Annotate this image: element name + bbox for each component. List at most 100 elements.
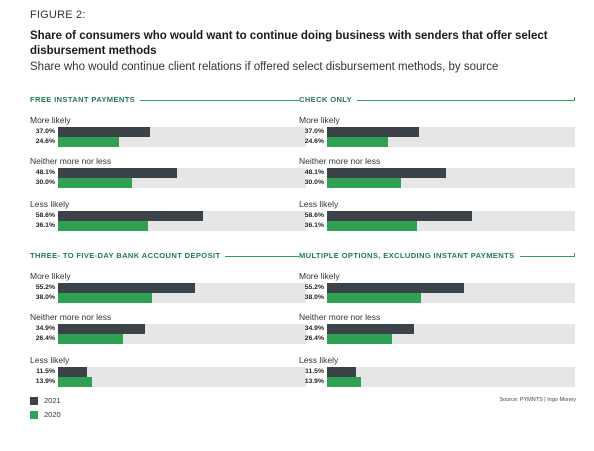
panel-title-rule [520, 256, 575, 257]
value-label-2020: 30.0% [304, 179, 324, 186]
bar-track [58, 127, 306, 137]
category-label: Less likely [30, 355, 70, 365]
category-label: More likely [30, 271, 71, 281]
bar-2021-less-likely [58, 367, 87, 377]
bar-track [327, 178, 575, 188]
category-label: Less likely [30, 199, 70, 209]
bar-2020-neither-more-nor-less [327, 178, 402, 188]
panel-title-rule [140, 100, 306, 101]
figure-label: FIGURE 2: [30, 9, 86, 21]
bar-2021-less-likely [327, 367, 356, 377]
bar-track [58, 283, 306, 293]
bar-track [327, 293, 575, 303]
value-label-2021: 34.9% [35, 325, 55, 332]
legend-label-2021: 2021 [44, 396, 61, 405]
value-label-2021: 48.1% [35, 169, 55, 176]
category-label: Neither more nor less [299, 312, 381, 322]
value-label-2020: 24.6% [304, 138, 324, 145]
bar-track [327, 211, 575, 221]
value-label-2021: 37.0% [304, 128, 324, 135]
bar-track [58, 211, 306, 221]
value-label-2020: 24.6% [35, 138, 55, 145]
bar-track [327, 283, 575, 293]
bar-track [58, 367, 306, 377]
chart-subtitle: Share who would continue client relation… [30, 61, 499, 73]
category-label: Neither more nor less [299, 156, 381, 166]
bar-track [327, 324, 575, 334]
category-label: Neither more nor less [30, 312, 112, 322]
bar-2020-neither-more-nor-less [327, 334, 393, 344]
value-label-2021: 11.5% [305, 368, 324, 375]
bar-track [327, 137, 575, 147]
bar-2021-less-likely [327, 211, 473, 221]
value-label-2021: 34.9% [304, 325, 324, 332]
chart-panel-check-only: CHECK ONLY More likely 37.0% 24.6% Neither m… [299, 95, 575, 235]
value-label-2020: 13.9% [304, 378, 324, 385]
bar-2020-more-likely [58, 293, 153, 303]
legend-label-2020: 2020 [44, 410, 61, 419]
bar-track [327, 334, 575, 344]
bar-2021-neither-more-nor-less [58, 168, 178, 178]
panel-title: THREE- TO FIVE-DAY BANK ACCOUNT DEPOSIT [30, 251, 224, 260]
bar-track [58, 377, 306, 387]
category-label: More likely [299, 115, 340, 125]
bar-2021-more-likely [58, 283, 195, 293]
value-label-2021: 37.0% [35, 128, 55, 135]
category-label: More likely [30, 115, 71, 125]
bar-track [327, 377, 575, 387]
bar-track [58, 168, 306, 178]
value-label-2020: 36.1% [35, 222, 55, 229]
bar-track [58, 221, 306, 231]
value-label-2020: 38.0% [304, 294, 324, 301]
bar-2020-less-likely [327, 377, 362, 387]
bar-2021-neither-more-nor-less [58, 324, 145, 334]
bar-track [327, 168, 575, 178]
bar-2020-more-likely [327, 293, 422, 303]
bar-2021-neither-more-nor-less [327, 324, 414, 334]
value-label-2021: 48.1% [304, 169, 324, 176]
bar-2021-more-likely [327, 127, 419, 137]
panel-title-rule-end [574, 253, 575, 257]
bar-2020-more-likely [327, 137, 388, 147]
chart-panel-multiple-options-excluding-instant-payments: MULTIPLE OPTIONS, EXCLUDING INSTANT PAYM… [299, 251, 575, 391]
panel-title-rule [225, 256, 306, 257]
value-label-2020: 38.0% [35, 294, 55, 301]
bar-2020-less-likely [58, 221, 148, 231]
panel-title: MULTIPLE OPTIONS, EXCLUDING INSTANT PAYM… [299, 251, 518, 260]
value-label-2020: 26.4% [35, 335, 55, 342]
legend-swatch-2020 [30, 411, 38, 419]
category-label: Neither more nor less [30, 156, 112, 166]
value-label-2021: 11.5% [36, 368, 55, 375]
category-label: More likely [299, 271, 340, 281]
value-label-2020: 13.9% [35, 378, 55, 385]
bar-track [327, 127, 575, 137]
panel-title-rule-end [574, 97, 575, 101]
value-label-2021: 58.6% [35, 212, 55, 219]
bar-track [58, 334, 306, 344]
bar-track [58, 178, 306, 188]
bar-2020-neither-more-nor-less [58, 178, 133, 188]
value-label-2020: 36.1% [304, 222, 324, 229]
bar-track [58, 293, 306, 303]
bar-2021-less-likely [58, 211, 204, 221]
chart-panel-free-instant-payments: FREE INSTANT PAYMENTS More likely 37.0% 24.… [30, 95, 306, 235]
legend-swatch-2021 [30, 397, 38, 405]
value-label-2021: 55.2% [304, 284, 324, 291]
bar-track [327, 221, 575, 231]
chart-panel-three-to-five-day-bank-account-deposit: THREE- TO FIVE-DAY BANK ACCOUNT DEPOSIT M… [30, 251, 306, 391]
bar-2021-more-likely [58, 127, 150, 137]
panel-title: CHECK ONLY [299, 95, 356, 104]
chart-title: Share of consumers who would want to con… [30, 30, 548, 57]
panel-title: FREE INSTANT PAYMENTS [30, 95, 139, 104]
value-label-2020: 30.0% [35, 179, 55, 186]
panel-title-rule [357, 100, 575, 101]
bar-2020-more-likely [58, 137, 119, 147]
bar-track [58, 324, 306, 334]
bar-track [327, 367, 575, 377]
category-label: Less likely [299, 199, 339, 209]
bar-2021-more-likely [327, 283, 464, 293]
source-note: Source: PYMNTS | Ingo Money [499, 397, 576, 403]
bar-2021-neither-more-nor-less [327, 168, 447, 178]
value-label-2020: 26.4% [304, 335, 324, 342]
category-label: Less likely [299, 355, 339, 365]
